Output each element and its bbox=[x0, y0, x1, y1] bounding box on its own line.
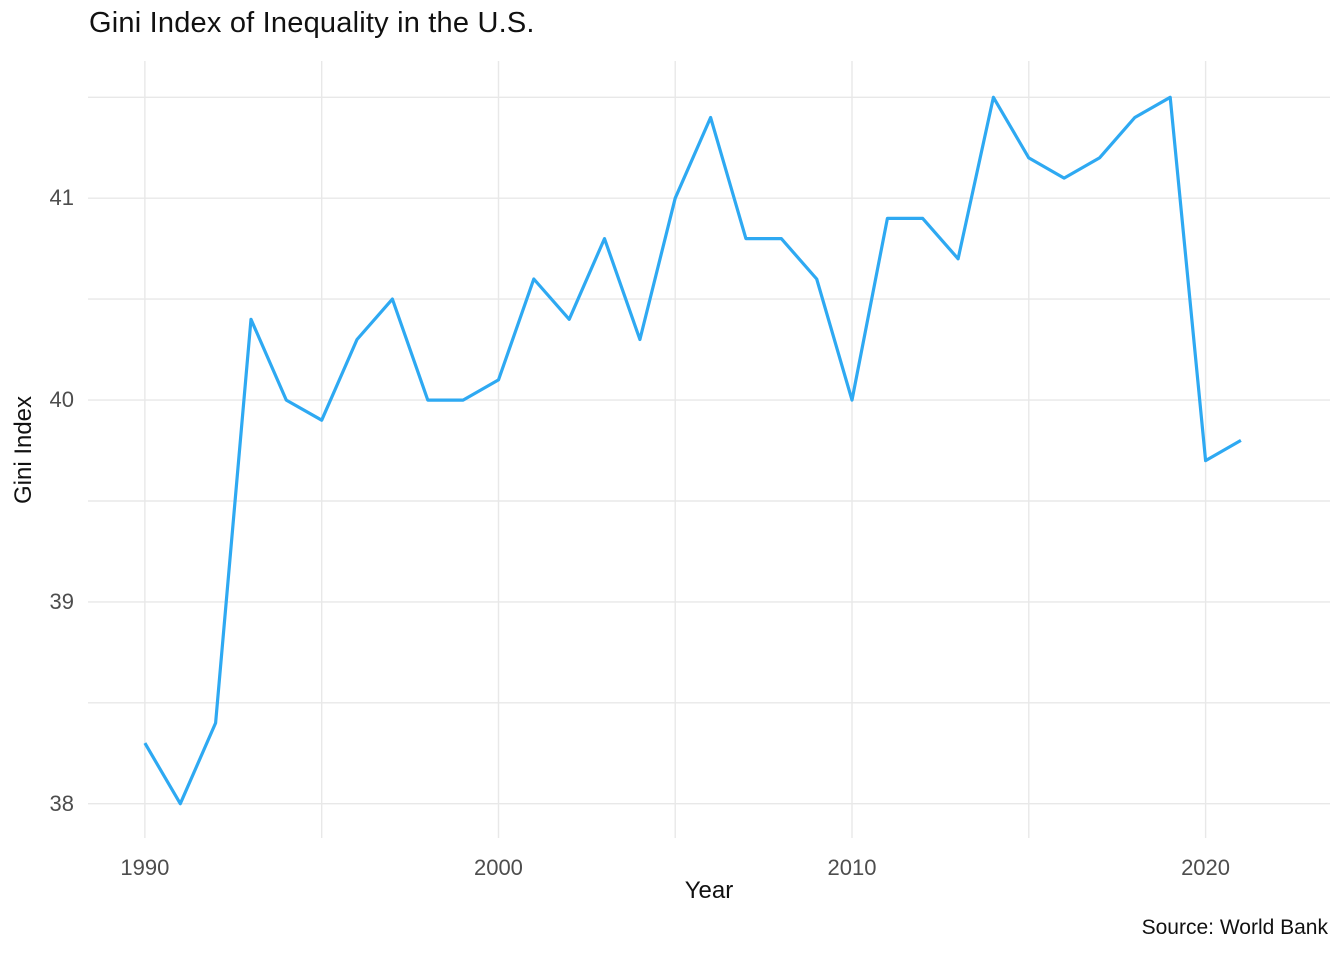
x-axis-title: Year bbox=[684, 877, 734, 904]
y-axis-title: Gini Index bbox=[10, 395, 37, 505]
gini-data-line bbox=[143, 95, 1242, 806]
y-tick-label: 40 bbox=[49, 387, 74, 413]
y-tick-label: 41 bbox=[49, 185, 74, 211]
chart-caption: Source: World Bank bbox=[1141, 916, 1328, 939]
chart-title: Gini Index of Inequality in the U.S. bbox=[89, 7, 535, 39]
line-plot-svg bbox=[88, 61, 1330, 838]
x-tick-label: 2000 bbox=[473, 855, 523, 880]
x-tick-label: 2010 bbox=[827, 855, 877, 880]
y-tick-label: 39 bbox=[49, 588, 74, 614]
x-tick-label: 1990 bbox=[120, 855, 170, 880]
plot-panel bbox=[88, 61, 1330, 838]
y-tick-label: 38 bbox=[49, 790, 74, 816]
x-tick-label: 2020 bbox=[1181, 855, 1231, 880]
